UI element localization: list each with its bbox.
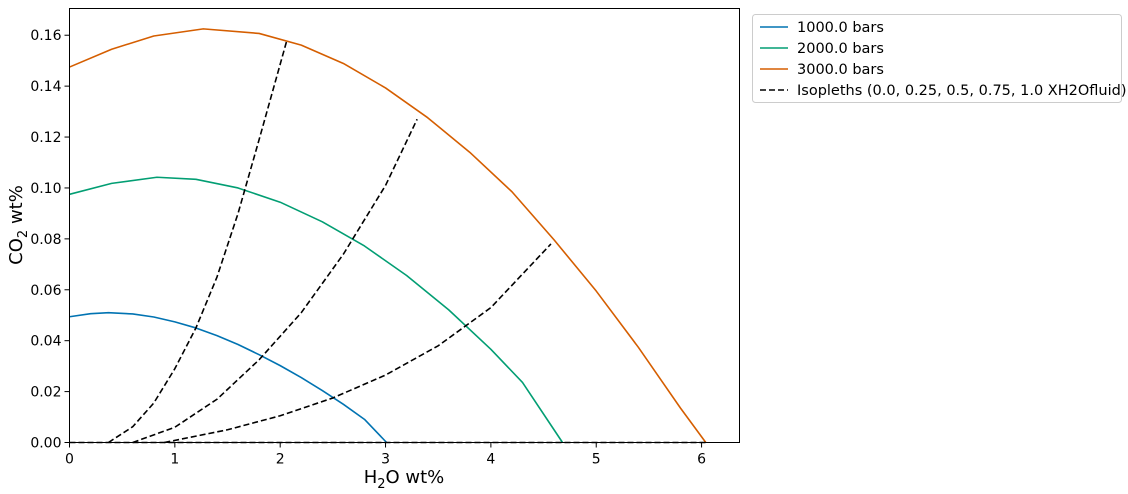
y-tick-label: 0.04: [30, 334, 61, 350]
y-axis-label: CO2 wt%: [6, 185, 31, 265]
y-tick-label: 0.14: [30, 79, 61, 95]
x-tick-label: 3: [381, 452, 390, 468]
legend-label: Isopleths (0.0, 0.25, 0.5, 0.75, 1.0 XH2…: [797, 83, 1126, 99]
series-line-0-0: [69, 311, 388, 444]
x-tick-label: 1: [170, 452, 179, 468]
legend-box: [752, 14, 1122, 103]
series-line-3-2: [132, 118, 418, 444]
x-tick-label: 0: [65, 452, 74, 468]
y-tick-label: 0.00: [30, 436, 61, 452]
series-line-2-0: [69, 28, 707, 443]
series-line-3-1: [108, 41, 288, 444]
plot-frame: [69, 8, 740, 443]
y-tick-label: 0.02: [30, 385, 61, 401]
legend-label: 3000.0 bars: [797, 62, 884, 78]
series-line-3-3: [164, 243, 552, 444]
legend-label: 2000.0 bars: [797, 41, 884, 57]
x-axis: 0 1 2 3 4 5 6: [65, 442, 706, 468]
x-tick-label: 5: [592, 452, 601, 468]
x-axis-label: H2O wt%: [364, 467, 445, 492]
y-tick-label: 0.10: [30, 181, 61, 197]
y-tick-label: 0.12: [30, 130, 61, 146]
y-tick-label: 0.16: [30, 28, 61, 44]
y-axis: 0.00 0.02 0.04 0.06 0.08 0.10 0.12 0.14 0.16: [30, 28, 70, 452]
x-tick-label: 2: [276, 452, 285, 468]
x-tick-label: 4: [486, 452, 495, 468]
legend: 1000.0 bars 2000.0 bars 3000.0 bars Isoplet…: [752, 14, 1126, 103]
legend-label: 1000.0 bars: [797, 20, 884, 36]
y-tick-label: 0.06: [30, 283, 61, 299]
x-tick-label: 6: [697, 452, 706, 468]
y-tick-label: 0.08: [30, 232, 61, 248]
series-layer: [69, 28, 707, 444]
series-line-1-0: [69, 176, 564, 443]
